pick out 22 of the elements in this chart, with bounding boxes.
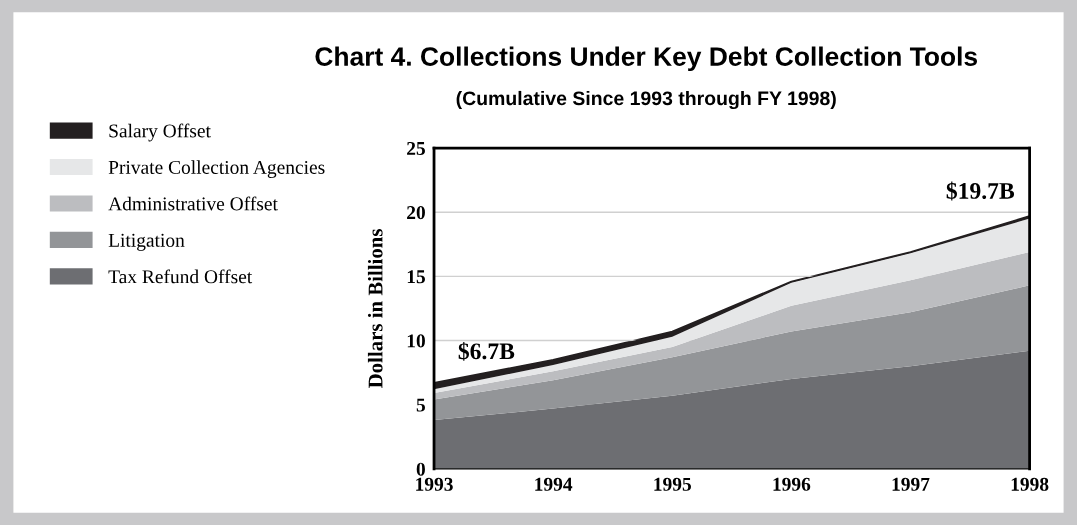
legend-label: Administrative Offset (108, 196, 278, 211)
chart-subtitle: (Cumulative Since 1993 through FY 1998) (456, 90, 836, 110)
x-tick-label: 1995 (654, 477, 691, 491)
legend-label: Tax Refund Offset (108, 269, 253, 284)
y-tick-label: 15 (407, 270, 425, 284)
y-tick-label: 10 (407, 334, 425, 348)
x-tick-label: 1994 (535, 477, 573, 491)
legend-label: Litigation (108, 233, 185, 251)
x-tick-label: 1997 (892, 477, 930, 491)
y-tick-label: 5 (416, 398, 425, 412)
y-tick-label: 20 (407, 206, 425, 220)
legend-label: Private Collection Agencies (108, 160, 325, 178)
legend-label: Salary Offset (109, 123, 211, 142)
y-tick-label: 0 (416, 462, 425, 476)
x-tick-label: 1993 (416, 477, 453, 491)
y-tick-label: 25 (407, 141, 425, 155)
x-tick-label: 1998 (1011, 477, 1049, 491)
annotation: $6.7B (458, 341, 515, 361)
y-axis-title: Dollars in Billions (367, 229, 383, 388)
annotation: $19.7B (946, 181, 1015, 201)
chart-title: Chart 4. Collections Under Key Debt Collection Tools (315, 46, 977, 72)
x-tick-label: 1996 (773, 477, 811, 491)
